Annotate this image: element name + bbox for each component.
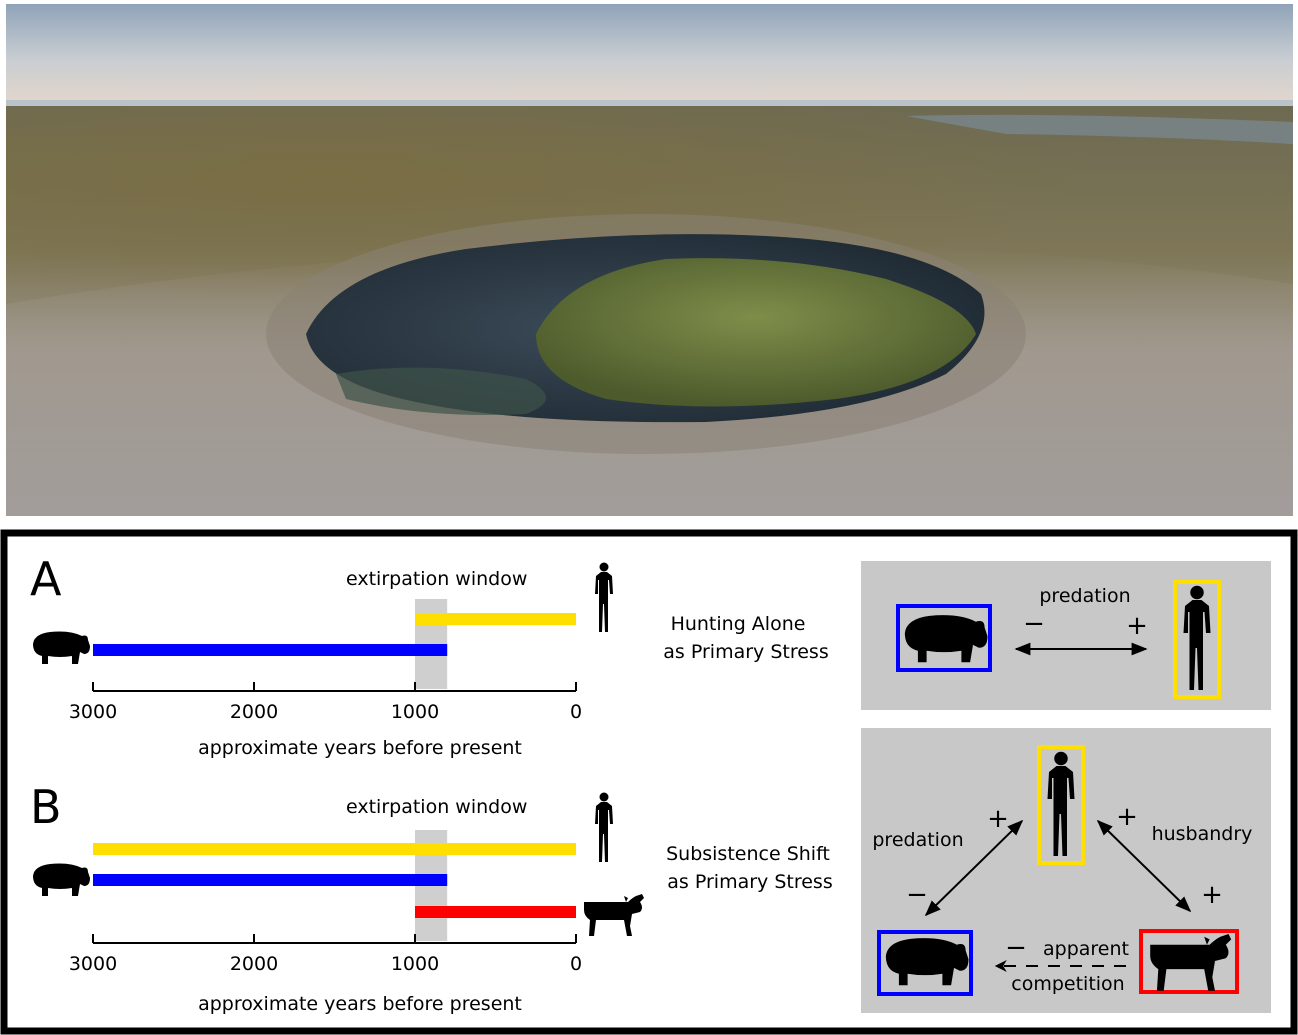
panel-b-hippo-box: [877, 930, 973, 996]
panel-a-minus-sign: −: [1023, 609, 1045, 639]
panel-b-predation-arrow: [924, 819, 1024, 917]
b-tick-label-1000: 1000: [391, 953, 439, 975]
a-tick-label-3000: 3000: [69, 701, 117, 723]
panel-b-caption-line1: Subsistence Shift: [666, 843, 830, 865]
panel-a-caption-line1: Hunting Alone: [671, 613, 806, 635]
b-bar-human: [93, 843, 576, 855]
panel-b-axis: 3000 2000 1000 0: [69, 934, 582, 975]
b-tick-label-2000: 2000: [230, 953, 278, 975]
panel-a-plus-sign: +: [1126, 611, 1148, 641]
diagram-svg: A extirpation window 3000 2000 1000 0 appro…: [0, 529, 1298, 1035]
panel-b-husbandry-plus-cattle: +: [1201, 880, 1223, 910]
panel-b-letter: B: [30, 780, 62, 834]
panel-a-predation-label: predation: [1039, 585, 1130, 607]
panel-b-competition-label: competition: [1011, 973, 1124, 995]
a-tick-label-1000: 1000: [391, 701, 439, 723]
a-tick-label-2000: 2000: [230, 701, 278, 723]
panel-b-husbandry-arrow: [1096, 819, 1192, 913]
a-bar-human: [415, 613, 576, 625]
panel-b-human-box: [1037, 745, 1085, 865]
panel-b-caption-line2: as Primary Stress: [667, 871, 832, 893]
b-bar-hippo: [93, 874, 448, 886]
panel-a-hippo-box: [896, 604, 992, 672]
panel-a-letter: A: [30, 552, 62, 606]
panel-b-apparent-label: apparent: [1043, 938, 1129, 960]
a-bar-hippo: [93, 644, 448, 656]
panel-b-bars: [93, 843, 576, 918]
a-tick-label-0: 0: [570, 701, 582, 723]
diagram-panel: A extirpation window 3000 2000 1000 0 appro…: [0, 529, 1298, 1035]
panel-b-husbandry-label: husbandry: [1152, 823, 1253, 845]
b-tick-label-0: 0: [570, 953, 582, 975]
b-tick-label-3000: 3000: [69, 953, 117, 975]
panel-a-window-label: extirpation window: [346, 568, 527, 590]
panel-b-cattle-box: [1139, 929, 1239, 994]
panel-b-predation-plus: +: [987, 804, 1009, 834]
b-bar-cattle: [415, 906, 576, 918]
panel-b-axis-label: approximate years before present: [198, 993, 522, 1015]
landscape-photo: [6, 4, 1293, 516]
panel-b-window-label: extirpation window: [346, 796, 527, 818]
panel-a-axis-label: approximate years before present: [198, 737, 522, 759]
panel-b-predation-label: predation: [872, 829, 963, 851]
panel-b-predation-minus: −: [906, 880, 928, 910]
panel-a-bars: [93, 613, 576, 656]
panel-a-axis: 3000 2000 1000 0: [69, 682, 582, 723]
panel-b-husbandry-plus-human: +: [1116, 802, 1138, 832]
panel-a-caption-line2: as Primary Stress: [663, 641, 828, 663]
panel-a-human-box: [1173, 580, 1221, 699]
panel-b-competition-minus: −: [1005, 933, 1027, 963]
